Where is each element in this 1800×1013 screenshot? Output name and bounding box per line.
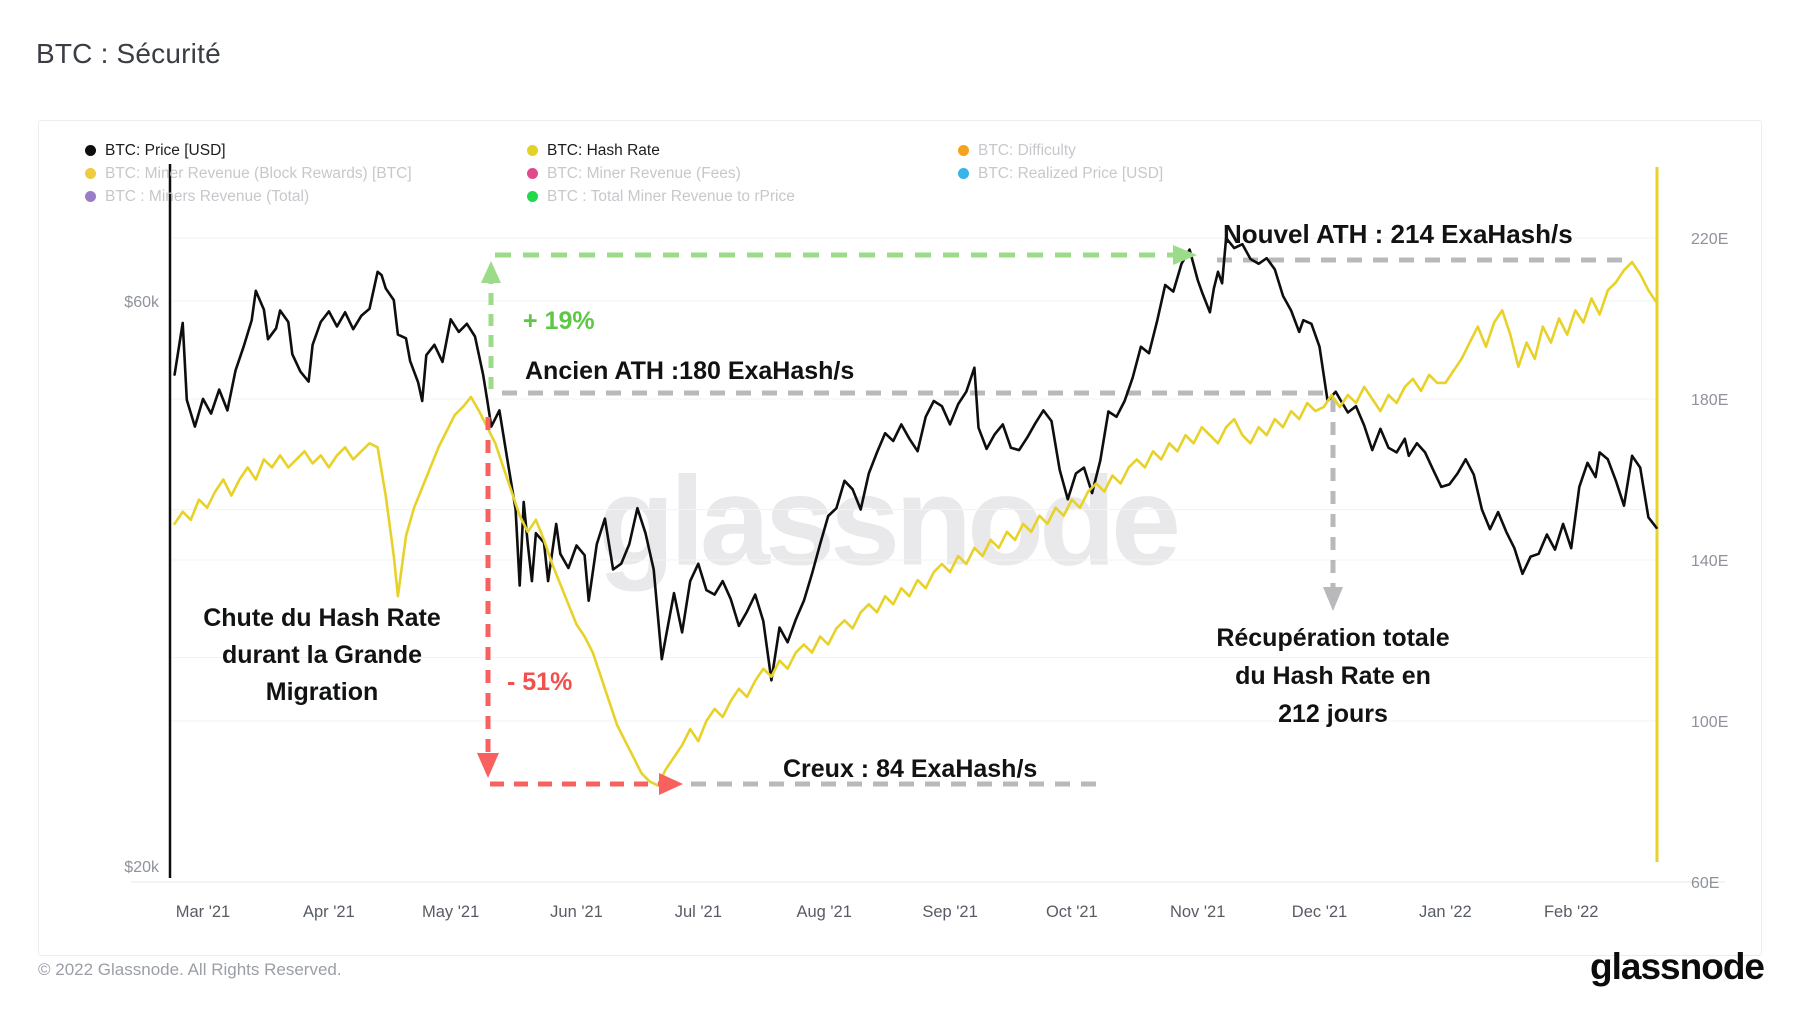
legend-item-label: BTC: Price [USD]	[105, 141, 226, 159]
glassnode-logo: glassnode	[1590, 946, 1765, 987]
legend-dot-icon	[527, 145, 538, 156]
plus19-arrow-head	[481, 261, 501, 283]
legend-item-label: BTC: Hash Rate	[547, 141, 660, 159]
y-axis-left-tick: $60k	[124, 294, 160, 311]
legend-dot-icon	[958, 168, 969, 179]
x-axis-month-tick: Oct '21	[1046, 903, 1098, 921]
legend-item-btc-hash-rate[interactable]: BTC: Hash Rate	[527, 139, 795, 162]
recuperation-label-line: Récupération totale	[1216, 624, 1449, 652]
nouvel-ath-green-arrow-head	[1173, 245, 1197, 265]
recuperation-label-line: 212 jours	[1278, 700, 1388, 728]
creux-label: Creux : 84 ExaHash/s	[783, 755, 1037, 783]
nouvel-ath-label: Nouvel ATH : 214 ExaHash/s	[1223, 219, 1573, 249]
recuperation-label-line: du Hash Rate en	[1235, 662, 1431, 690]
x-axis-month-tick: Feb '22	[1544, 903, 1599, 921]
chute-label-line: durant la Grande	[222, 641, 422, 669]
legend-item-btc-difficulty[interactable]: BTC: Difficulty	[958, 139, 1163, 162]
legend-column: BTC: Difficulty BTC: Realized Price [USD]	[958, 139, 1163, 185]
y-axis-right-tick: 100E	[1691, 714, 1728, 731]
recovery-arrow-head	[1323, 587, 1343, 611]
chute-label-line: Chute du Hash Rate	[203, 604, 441, 632]
x-axis-month-tick: May '21	[422, 903, 479, 921]
x-axis-month-tick: Apr '21	[303, 903, 355, 921]
x-axis-month-tick: Nov '21	[1170, 903, 1225, 921]
x-axis-month-tick: Sep '21	[922, 903, 977, 921]
x-axis-month-tick: Jun '21	[550, 903, 603, 921]
series-price	[173, 236, 1658, 682]
ancien-ath-label: Ancien ATH :180 ExaHash/s	[525, 357, 854, 385]
x-axis-month-tick: Jan '22	[1419, 903, 1472, 921]
legend-dot-icon	[85, 191, 96, 202]
legend-dot-icon	[527, 191, 538, 202]
legend-item-btc-miners-revenue-total[interactable]: BTC : Miners Revenue (Total)	[85, 185, 412, 208]
legend-dot-icon	[85, 145, 96, 156]
chart-legend: BTC: Price [USD] BTC: Miner Revenue (Bloc…	[39, 139, 1761, 211]
legend-item-btc-realized-price-usd[interactable]: BTC: Realized Price [USD]	[958, 162, 1163, 185]
legend-item-label: BTC: Miner Revenue (Fees)	[547, 164, 741, 182]
page-title: BTC : Sécurité	[36, 38, 221, 69]
x-axis-month-tick: Dec '21	[1292, 903, 1347, 921]
x-axis-month-tick: Mar '21	[176, 903, 231, 921]
copyright: © 2022 Glassnode. All Rights Reserved.	[38, 960, 342, 979]
chart-canvas[interactable]: Nouvel ATH : 214 ExaHash/s Ancien ATH :18…	[39, 121, 1763, 957]
legend-item-label: BTC: Realized Price [USD]	[978, 164, 1164, 182]
plus19-label: + 19%	[523, 307, 595, 335]
y-axis-right-tick: 140E	[1691, 553, 1728, 570]
minus51-label: - 51%	[507, 668, 572, 696]
x-axis-month-tick: Jul '21	[675, 903, 722, 921]
legend-item-label: BTC: Miner Revenue (Block Rewards) [BTC]	[105, 164, 412, 182]
legend-item-label: BTC: Difficulty	[978, 141, 1076, 159]
legend-item-btc-price-usd[interactable]: BTC: Price [USD]	[85, 139, 412, 162]
minus51-arrow-head	[477, 753, 499, 778]
legend-item-btc-total-miner-revenue-to-rprice[interactable]: BTC : Total Miner Revenue to rPrice	[527, 185, 795, 208]
series-hash-rate	[173, 260, 1658, 787]
legend-column: BTC: Hash Rate BTC: Miner Revenue (Fees) B…	[527, 139, 795, 208]
chute-label-line: Migration	[266, 678, 379, 706]
y-axis-right-tick: 180E	[1691, 392, 1728, 409]
legend-dot-icon	[527, 168, 538, 179]
legend-item-btc-miner-revenue-fees[interactable]: BTC: Miner Revenue (Fees)	[527, 162, 795, 185]
y-axis-left-tick: $20k	[124, 859, 160, 876]
legend-dot-icon	[958, 145, 969, 156]
legend-dot-icon	[85, 168, 96, 179]
legend-item-btc-miner-revenue-block-rewards-btc[interactable]: BTC: Miner Revenue (Block Rewards) [BTC]	[85, 162, 412, 185]
y-axis-right-tick: 60E	[1691, 875, 1719, 892]
legend-item-label: BTC : Miners Revenue (Total)	[105, 187, 310, 205]
legend-item-label: BTC : Total Miner Revenue to rPrice	[547, 187, 795, 205]
y-axis-right-tick: 220E	[1691, 231, 1728, 248]
legend-column: BTC: Price [USD] BTC: Miner Revenue (Bloc…	[85, 139, 412, 208]
chart-card: glassnode BTC: Price [USD] BTC: Miner Rev…	[38, 120, 1762, 956]
x-axis-month-tick: Aug '21	[796, 903, 851, 921]
creux-red-arrow-head	[659, 773, 683, 795]
